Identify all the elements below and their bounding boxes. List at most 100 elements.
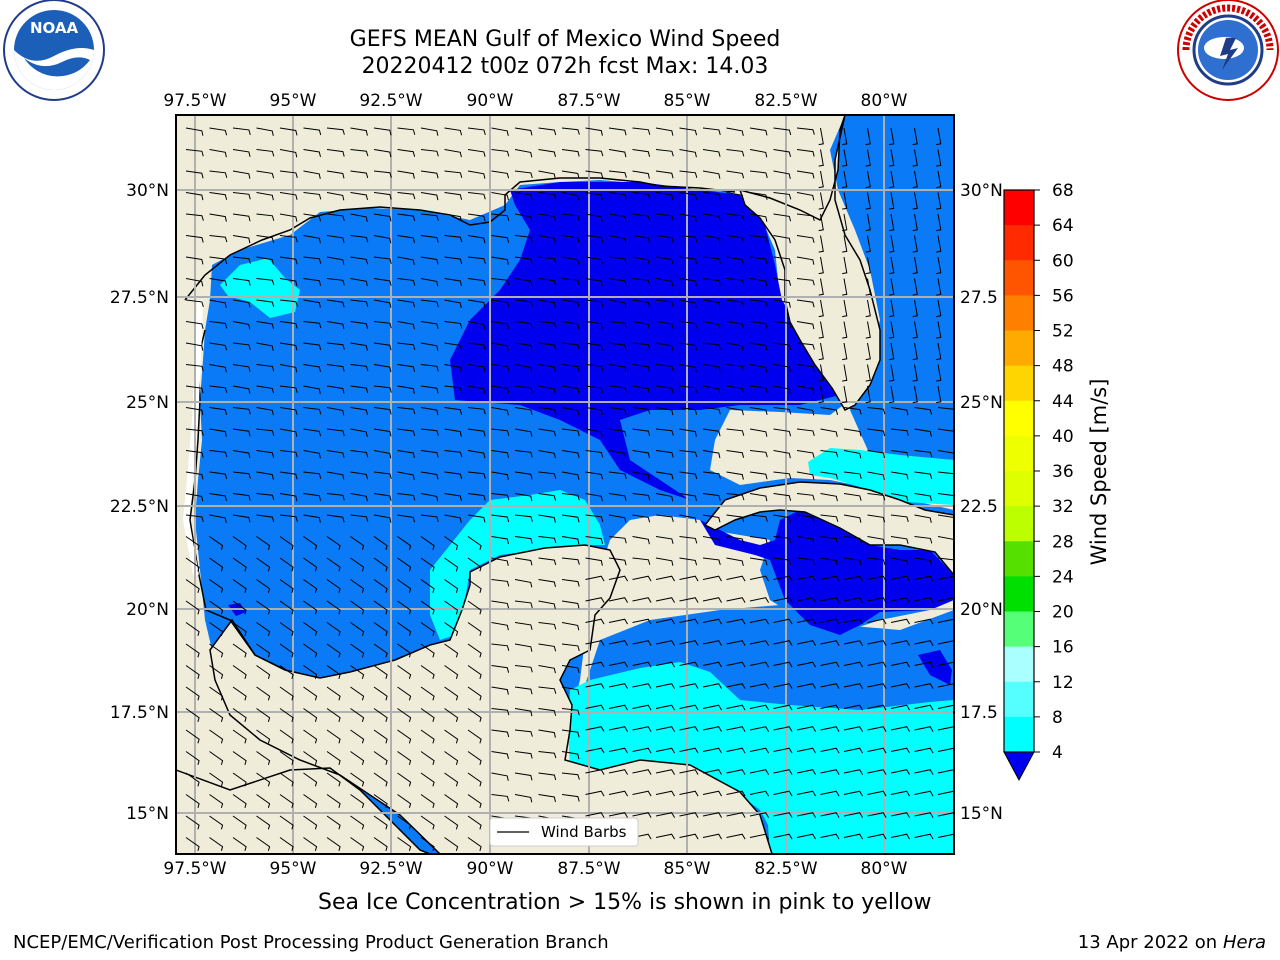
wind-barb [444,815,459,830]
wind-barb [256,815,271,830]
wind-barb [373,149,392,158]
wind-barb [773,769,793,775]
wind-barb [538,364,556,373]
wind-barb [655,127,674,136]
wind-barb [867,536,885,545]
wind-barb [726,618,746,625]
wind-barb [702,597,723,603]
wind-barb [914,471,933,480]
footer-credit: NCEP/EMC/Verification Post Processing Pr… [13,932,609,953]
wind-barb [491,514,510,523]
wind-barb [914,640,934,646]
wind-barb [843,493,862,501]
wind-barb [585,493,603,502]
wind-barb [632,726,652,732]
wind-barb [773,192,792,200]
wind-barb [820,833,840,840]
wind-barb [820,450,839,458]
wind-barb [303,665,318,679]
colorbar-band [1004,330,1034,367]
wind-barb [842,149,848,167]
wind-barb [818,278,824,296]
wind-barb [420,471,439,480]
wind-barb [796,493,815,501]
wind-barb [467,192,486,200]
wind-barb [702,235,721,244]
wind-barb [185,536,200,550]
lon-label: 92.5°W [359,91,422,111]
wind-barb [279,772,294,787]
wind-barb [749,493,768,502]
wind-barb [749,256,768,265]
wind-barb [655,747,676,754]
wind-barb [702,127,721,136]
wind-barb [373,364,392,373]
wind-barb [889,170,895,189]
wind-barb [867,683,887,689]
wind-barb [889,385,895,404]
wind-barb [608,683,629,689]
wind-barb [655,428,674,436]
wind-barb [397,471,415,480]
wind-barb [397,149,416,157]
wind-barb [326,751,341,765]
wind-barb [209,514,227,523]
wind-barb [796,428,815,437]
wind-barb [773,127,792,136]
wind-barb [232,622,247,636]
wind-barb [444,794,459,808]
wind-barb [585,450,604,458]
wind-barb [726,597,746,603]
wind-barb [491,536,509,545]
wind-barb [350,665,365,679]
wind-barb [890,493,909,502]
lat-label: 27.5°N [110,288,169,308]
wind-barb [232,772,247,787]
wind-barb [726,235,745,243]
wind-barb [655,149,674,157]
wind-barb [397,342,416,350]
wind-barb [420,772,435,787]
wind-barb [914,575,934,582]
wind-barb [350,342,368,351]
wind-barb [726,812,746,818]
wind-barb [444,450,463,458]
wind-barb [538,665,556,674]
colorbar-tick-label: 8 [1052,708,1063,728]
wind-barb [842,321,848,339]
wind-barb [561,557,580,565]
wind-barb [820,769,840,775]
wind-barb [679,769,699,775]
wind-barb [655,833,676,840]
wind-barb [538,127,557,136]
wind-barb [912,127,918,146]
wind-barb [679,704,699,711]
wind-barb [467,321,486,330]
wind-barb [256,321,274,330]
wind-barb [655,256,674,265]
wind-barb [491,751,509,760]
wind-barb [773,213,792,222]
wind-barb [279,493,298,502]
wind-barb [303,579,318,593]
wind-barb [209,557,224,572]
wind-barb [303,450,321,459]
wind-barb [326,579,341,593]
wind-barb [773,364,791,373]
wind-barb [796,278,815,286]
wind-barb [209,450,228,458]
wind-barb [279,364,298,373]
wind-barb [773,321,792,329]
wind-barb [702,493,721,501]
wind-barb [561,407,580,416]
wind-barb [303,751,318,765]
wind-barb [796,514,815,523]
wind-barb [655,213,674,221]
wind-barb [867,493,886,501]
wind-barb [773,618,793,625]
wind-barb [444,751,459,765]
wind-barb [350,794,365,808]
wind-barb [514,686,533,695]
wind-barb [279,665,294,679]
wind-barb [796,683,817,689]
